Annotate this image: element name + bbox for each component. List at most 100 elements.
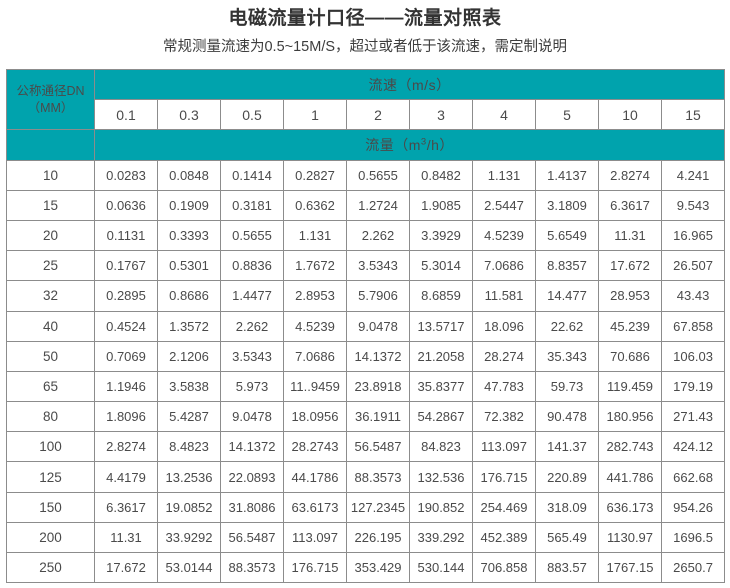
flow-value-cell: 5.6549 — [535, 219, 599, 252]
table-row: 10 0.0283 0.0848 0.1414 0.2827 0.5655 0.8482 1.… — [6, 159, 726, 191]
dn-cell: 80 — [6, 401, 95, 433]
flow-value-cell: 13.5717 — [409, 310, 473, 342]
flow-value-cell: 706.858 — [472, 551, 536, 584]
dn-header-line2: （MM） — [27, 100, 74, 115]
flow-value-cell: 11..9459 — [283, 370, 347, 403]
flow-value-cell: 11.581 — [472, 280, 536, 312]
flow-value-cell: 6.3617 — [94, 491, 158, 523]
flow-value-cell: 2.1206 — [157, 340, 221, 372]
flow-value-cell: 35.343 — [535, 340, 599, 372]
flow-value-cell: 21.2058 — [409, 340, 473, 372]
flow-value-cell: 271.43 — [660, 401, 726, 433]
flow-value-cell: 0.8482 — [409, 159, 473, 191]
flow-value-cell: 3.3929 — [409, 219, 473, 252]
flow-value-cell: 47.783 — [472, 370, 536, 403]
flow-value-cell: 282.743 — [598, 431, 662, 463]
table-row: 250 17.672 53.0144 88.3573 176.715 353.429 530… — [6, 551, 726, 584]
dn-cell: 125 — [6, 461, 95, 493]
velocity-column-2: 0.5 — [220, 99, 284, 131]
flow-value-cell: 54.2867 — [409, 401, 473, 433]
flow-value-cell: 318.09 — [535, 491, 599, 523]
flow-value-cell: 2.262 — [220, 310, 284, 342]
table-head: 公称通径DN （MM） 流速（m/s） 0.1 0.3 0.5 1 2 3 4 … — [6, 68, 726, 161]
flow-value-cell: 88.3573 — [220, 551, 284, 584]
flow-value-cell: 4.241 — [660, 159, 726, 191]
table-row: 200 11.31 33.9292 56.5487 113.097 226.195 339.… — [6, 521, 726, 554]
flow-value-cell: 119.459 — [598, 370, 662, 403]
flow-value-cell: 1.131 — [283, 219, 347, 252]
velocity-column-0: 0.1 — [94, 99, 158, 131]
flow-value-cell: 88.3573 — [346, 461, 410, 493]
table-row: 20 0.1131 0.3393 0.5655 1.131 2.262 3.3929 4.52… — [6, 219, 726, 252]
flow-label-superscript: 3 — [420, 136, 427, 148]
flow-value-cell: 16.965 — [660, 219, 726, 252]
dn-cell: 65 — [6, 370, 95, 403]
dn-cell: 10 — [6, 159, 95, 191]
flow-value-cell: 452.389 — [472, 521, 536, 554]
flow-value-cell: 2.262 — [346, 219, 410, 252]
flow-value-cell: 0.1131 — [94, 219, 158, 252]
flow-value-cell: 220.89 — [535, 461, 599, 493]
flow-value-cell: 0.2827 — [283, 159, 347, 191]
flow-value-cell: 0.8836 — [220, 250, 284, 282]
flow-value-cell: 11.31 — [94, 521, 158, 554]
flow-value-cell: 90.478 — [535, 401, 599, 433]
flow-value-cell: 8.4823 — [157, 431, 221, 463]
dn-header-cell: 公称通径DN （MM） — [6, 68, 95, 131]
page-subtitle: 常规测量流速为0.5~15M/S，超过或者低于该流速，需定制说明 — [162, 39, 568, 55]
flow-value-cell: 14.1372 — [220, 431, 284, 463]
flow-value-cell: 45.239 — [598, 310, 662, 342]
flow-value-cell: 1696.5 — [660, 521, 726, 554]
flow-value-cell: 1.4137 — [535, 159, 599, 191]
flow-value-cell: 17.672 — [598, 250, 662, 282]
flow-value-cell: 14.477 — [535, 280, 599, 312]
velocity-column-5: 3 — [409, 99, 473, 131]
flow-value-cell: 0.5655 — [220, 219, 284, 252]
flow-value-cell: 180.956 — [598, 401, 662, 433]
flow-value-cell: 113.097 — [283, 521, 347, 554]
flow-value-cell: 8.8357 — [535, 250, 599, 282]
flow-value-cell: 3.5838 — [157, 370, 221, 403]
flow-label-suffix: /h） — [426, 136, 454, 153]
flow-value-cell: 1.7672 — [283, 250, 347, 282]
flow-value-cell: 1.9085 — [409, 189, 473, 221]
flow-value-cell: 7.0686 — [472, 250, 536, 282]
dn-header-line1: 公称通径DN — [16, 83, 85, 98]
flow-value-cell: 176.715 — [283, 551, 347, 584]
flow-value-cell: 4.5239 — [472, 219, 536, 252]
flow-value-cell: 36.1911 — [346, 401, 410, 433]
flow-value-cell: 0.1414 — [220, 159, 284, 191]
dn-cell: 20 — [6, 219, 95, 252]
flow-value-cell: 9.0478 — [220, 401, 284, 433]
flow-value-cell: 9.0478 — [346, 310, 410, 342]
flow-value-cell: 28.2743 — [283, 431, 347, 463]
flow-value-cell: 106.03 — [660, 340, 726, 372]
flow-value-cell: 0.5301 — [157, 250, 221, 282]
flow-value-cell: 72.382 — [472, 401, 536, 433]
flow-value-cell: 7.0686 — [283, 340, 347, 372]
dn-cell: 150 — [6, 491, 95, 523]
flow-value-cell: 0.4524 — [94, 310, 158, 342]
velocity-column-1: 0.3 — [157, 99, 221, 131]
velocity-group-header: 流速（m/s） — [93, 68, 726, 101]
flow-value-cell: 6.3617 — [598, 189, 662, 221]
dn-cell: 250 — [6, 551, 95, 584]
dn-cell: 25 — [6, 250, 95, 282]
flow-value-cell: 0.1909 — [157, 189, 221, 221]
flow-value-cell: 1.131 — [472, 159, 536, 191]
flow-value-cell: 113.097 — [472, 431, 536, 463]
flow-value-cell: 4.4179 — [94, 461, 158, 493]
flow-value-cell: 1.2724 — [346, 189, 410, 221]
flow-value-cell: 22.0893 — [220, 461, 284, 493]
flow-value-cell: 2.8953 — [283, 280, 347, 312]
table-row: 100 2.8274 8.4823 14.1372 28.2743 56.5487 84.8… — [6, 431, 726, 463]
table-row: 150 6.3617 19.0852 31.8086 63.6173 127.2345 19… — [6, 491, 726, 523]
flow-value-cell: 2.8274 — [598, 159, 662, 191]
flow-value-cell: 5.4287 — [157, 401, 221, 433]
flow-value-cell: 19.0852 — [157, 491, 221, 523]
flow-value-cell: 2.8274 — [94, 431, 158, 463]
dn-cell: 100 — [6, 431, 95, 463]
velocity-column-8: 10 — [598, 99, 662, 131]
flow-value-cell: 67.858 — [660, 310, 726, 342]
flow-value-cell: 0.5655 — [346, 159, 410, 191]
